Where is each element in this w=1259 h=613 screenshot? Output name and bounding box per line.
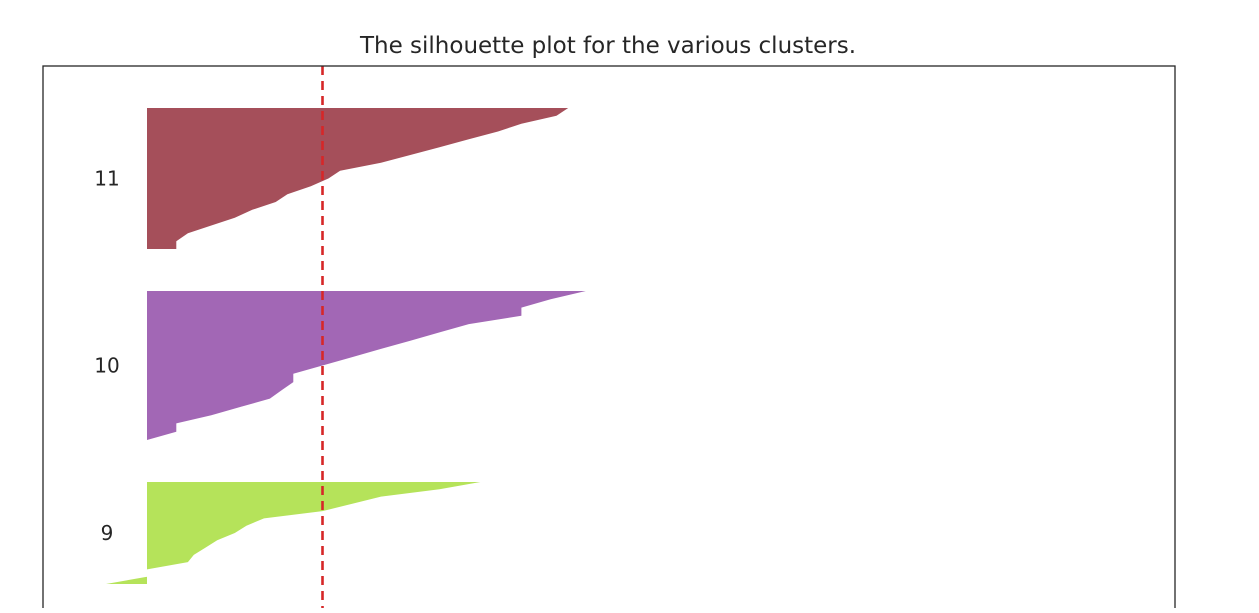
plot-area: 11 10 9 — [94, 66, 586, 613]
cluster-11-silhouette — [147, 108, 569, 249]
cluster-label-11: 11 — [94, 167, 119, 191]
cluster-label-10: 10 — [94, 354, 119, 378]
plot-frame — [42, 65, 1176, 613]
cluster-10-silhouette — [147, 291, 586, 440]
cluster-9-silhouette — [106, 482, 481, 584]
cluster-label-9: 9 — [101, 521, 114, 545]
chart-title: The silhouette plot for the various clus… — [359, 33, 856, 59]
